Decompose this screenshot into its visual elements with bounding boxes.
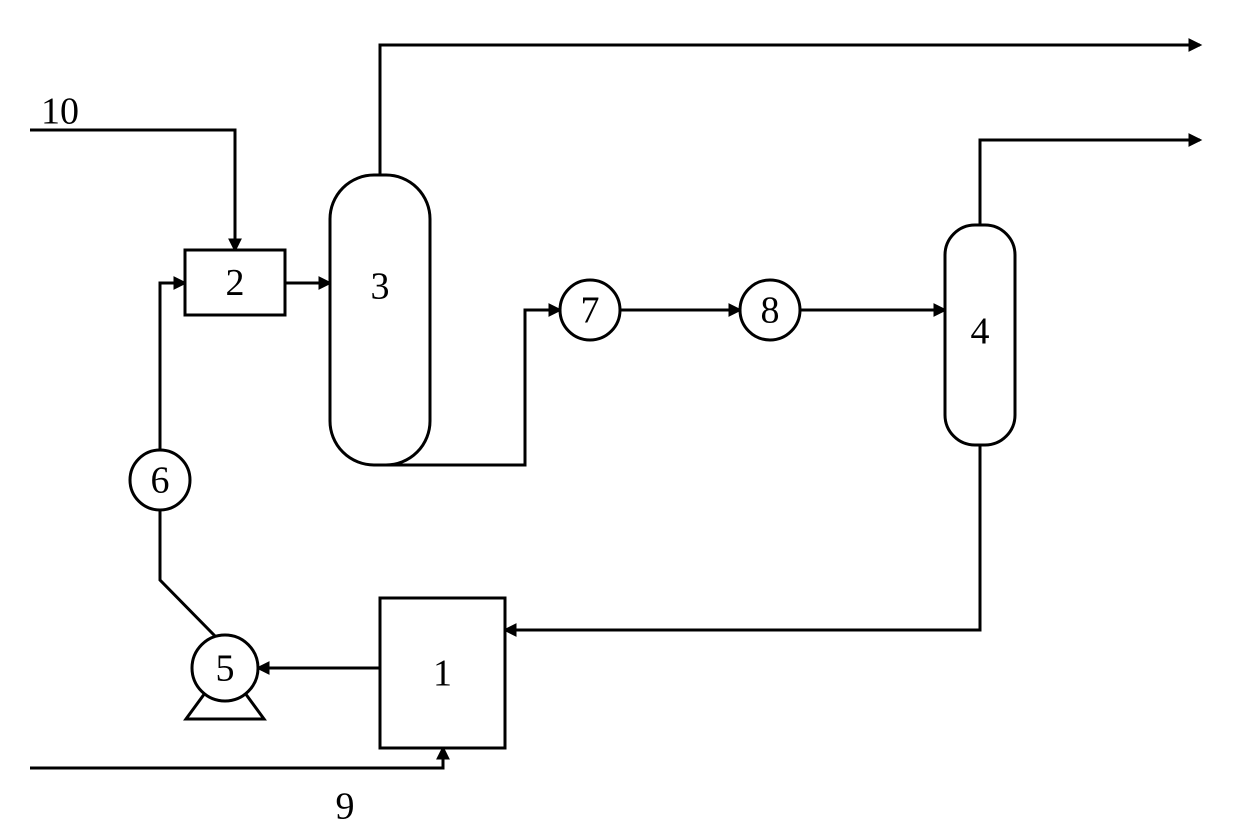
node-n6-label: 6: [151, 460, 170, 502]
node-n3: [330, 175, 430, 465]
diagram-background: [0, 0, 1239, 837]
node-n8-label: 8: [761, 290, 780, 332]
node-n10: 10: [41, 91, 79, 133]
node-n1-label: 1: [433, 653, 452, 695]
node-n2-label: 2: [226, 262, 245, 304]
node-n3-label: 3: [371, 266, 390, 308]
node-n7-label: 7: [581, 290, 600, 332]
node-n5-label: 5: [216, 648, 235, 690]
node-n4-label: 4: [971, 311, 990, 353]
node-n9: 9: [336, 786, 355, 828]
